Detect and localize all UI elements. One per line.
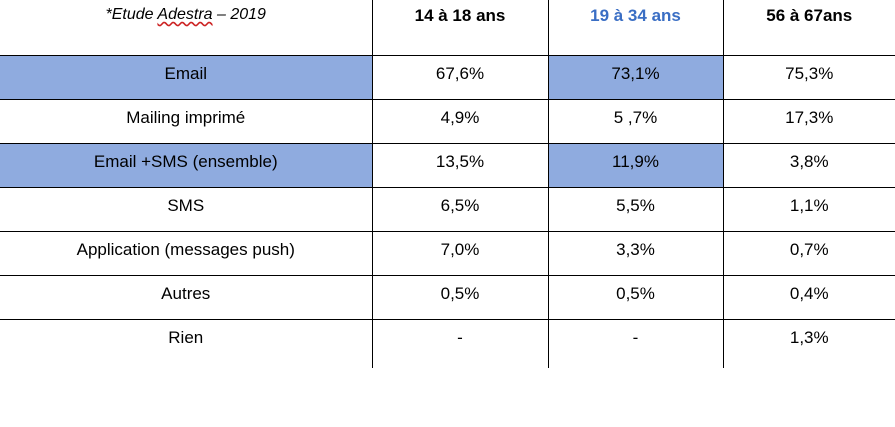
table-cell: 5 ,7% xyxy=(547,99,723,144)
row-label: SMS xyxy=(0,187,372,232)
source-note-suffix: – 2019 xyxy=(212,6,266,23)
table-cell: 0,5% xyxy=(547,275,723,320)
table-cell: 1,1% xyxy=(722,187,895,232)
table-cell: 6,5% xyxy=(371,187,548,232)
table-cell: 1,3% xyxy=(722,319,895,368)
row-label: Mailing imprimé xyxy=(0,99,372,144)
row-label: Email xyxy=(0,55,372,100)
table-row: Email +SMS (ensemble) 13,5% 11,9% 3,8% xyxy=(0,143,895,188)
table-cell: - xyxy=(547,319,723,368)
row-label: Autres xyxy=(0,275,372,320)
source-note-underlined: Adestra xyxy=(157,6,213,23)
table-row: SMS 6,5% 5,5% 1,1% xyxy=(0,187,895,232)
row-label: Application (messages push) xyxy=(0,231,372,276)
table-cell: 7,0% xyxy=(371,231,548,276)
table-row: Email 67,6% 73,1% 75,3% xyxy=(0,55,895,100)
table-row: Autres 0,5% 0,5% 0,4% xyxy=(0,275,895,320)
row-label: Rien xyxy=(168,327,204,347)
table-cell: 13,5% xyxy=(371,143,548,188)
table-cell: 0,5% xyxy=(371,275,548,320)
column-header: 56 à 67ans xyxy=(722,0,895,56)
row-label: Email +SMS (ensemble) xyxy=(0,143,372,188)
column-header: 19 à 34 ans xyxy=(547,0,723,56)
table-cell: 0,7% xyxy=(722,231,895,276)
table-cell: 67,6% xyxy=(371,55,548,100)
table-cell: 0,4% xyxy=(722,275,895,320)
source-note-prefix: *Etude xyxy=(105,6,158,23)
table-cell: 3,8% xyxy=(722,143,895,188)
table-row: Rien - - 1,3% xyxy=(0,319,895,368)
table-row: Application (messages push) 7,0% 3,3% 0,… xyxy=(0,231,895,276)
table-row: Mailing imprimé 4,9% 5 ,7% 17,3% xyxy=(0,99,895,144)
survey-table: *Etude Adestra – 2019 14 à 18 ans 19 à 3… xyxy=(0,0,895,368)
column-header: 14 à 18 ans xyxy=(371,0,548,56)
table-cell: 17,3% xyxy=(722,99,895,144)
table-cell: - xyxy=(371,319,548,368)
table-cell: 5,5% xyxy=(547,187,723,232)
table-cell: 11,9% xyxy=(547,143,723,188)
source-note: *Etude Adestra – 2019 xyxy=(0,0,372,56)
table-cell: 3,3% xyxy=(547,231,723,276)
table-cell: 73,1% xyxy=(547,55,723,100)
table-cell: 4,9% xyxy=(371,99,548,144)
table-cell: 75,3% xyxy=(722,55,895,100)
header-row: *Etude Adestra – 2019 14 à 18 ans 19 à 3… xyxy=(0,0,895,56)
